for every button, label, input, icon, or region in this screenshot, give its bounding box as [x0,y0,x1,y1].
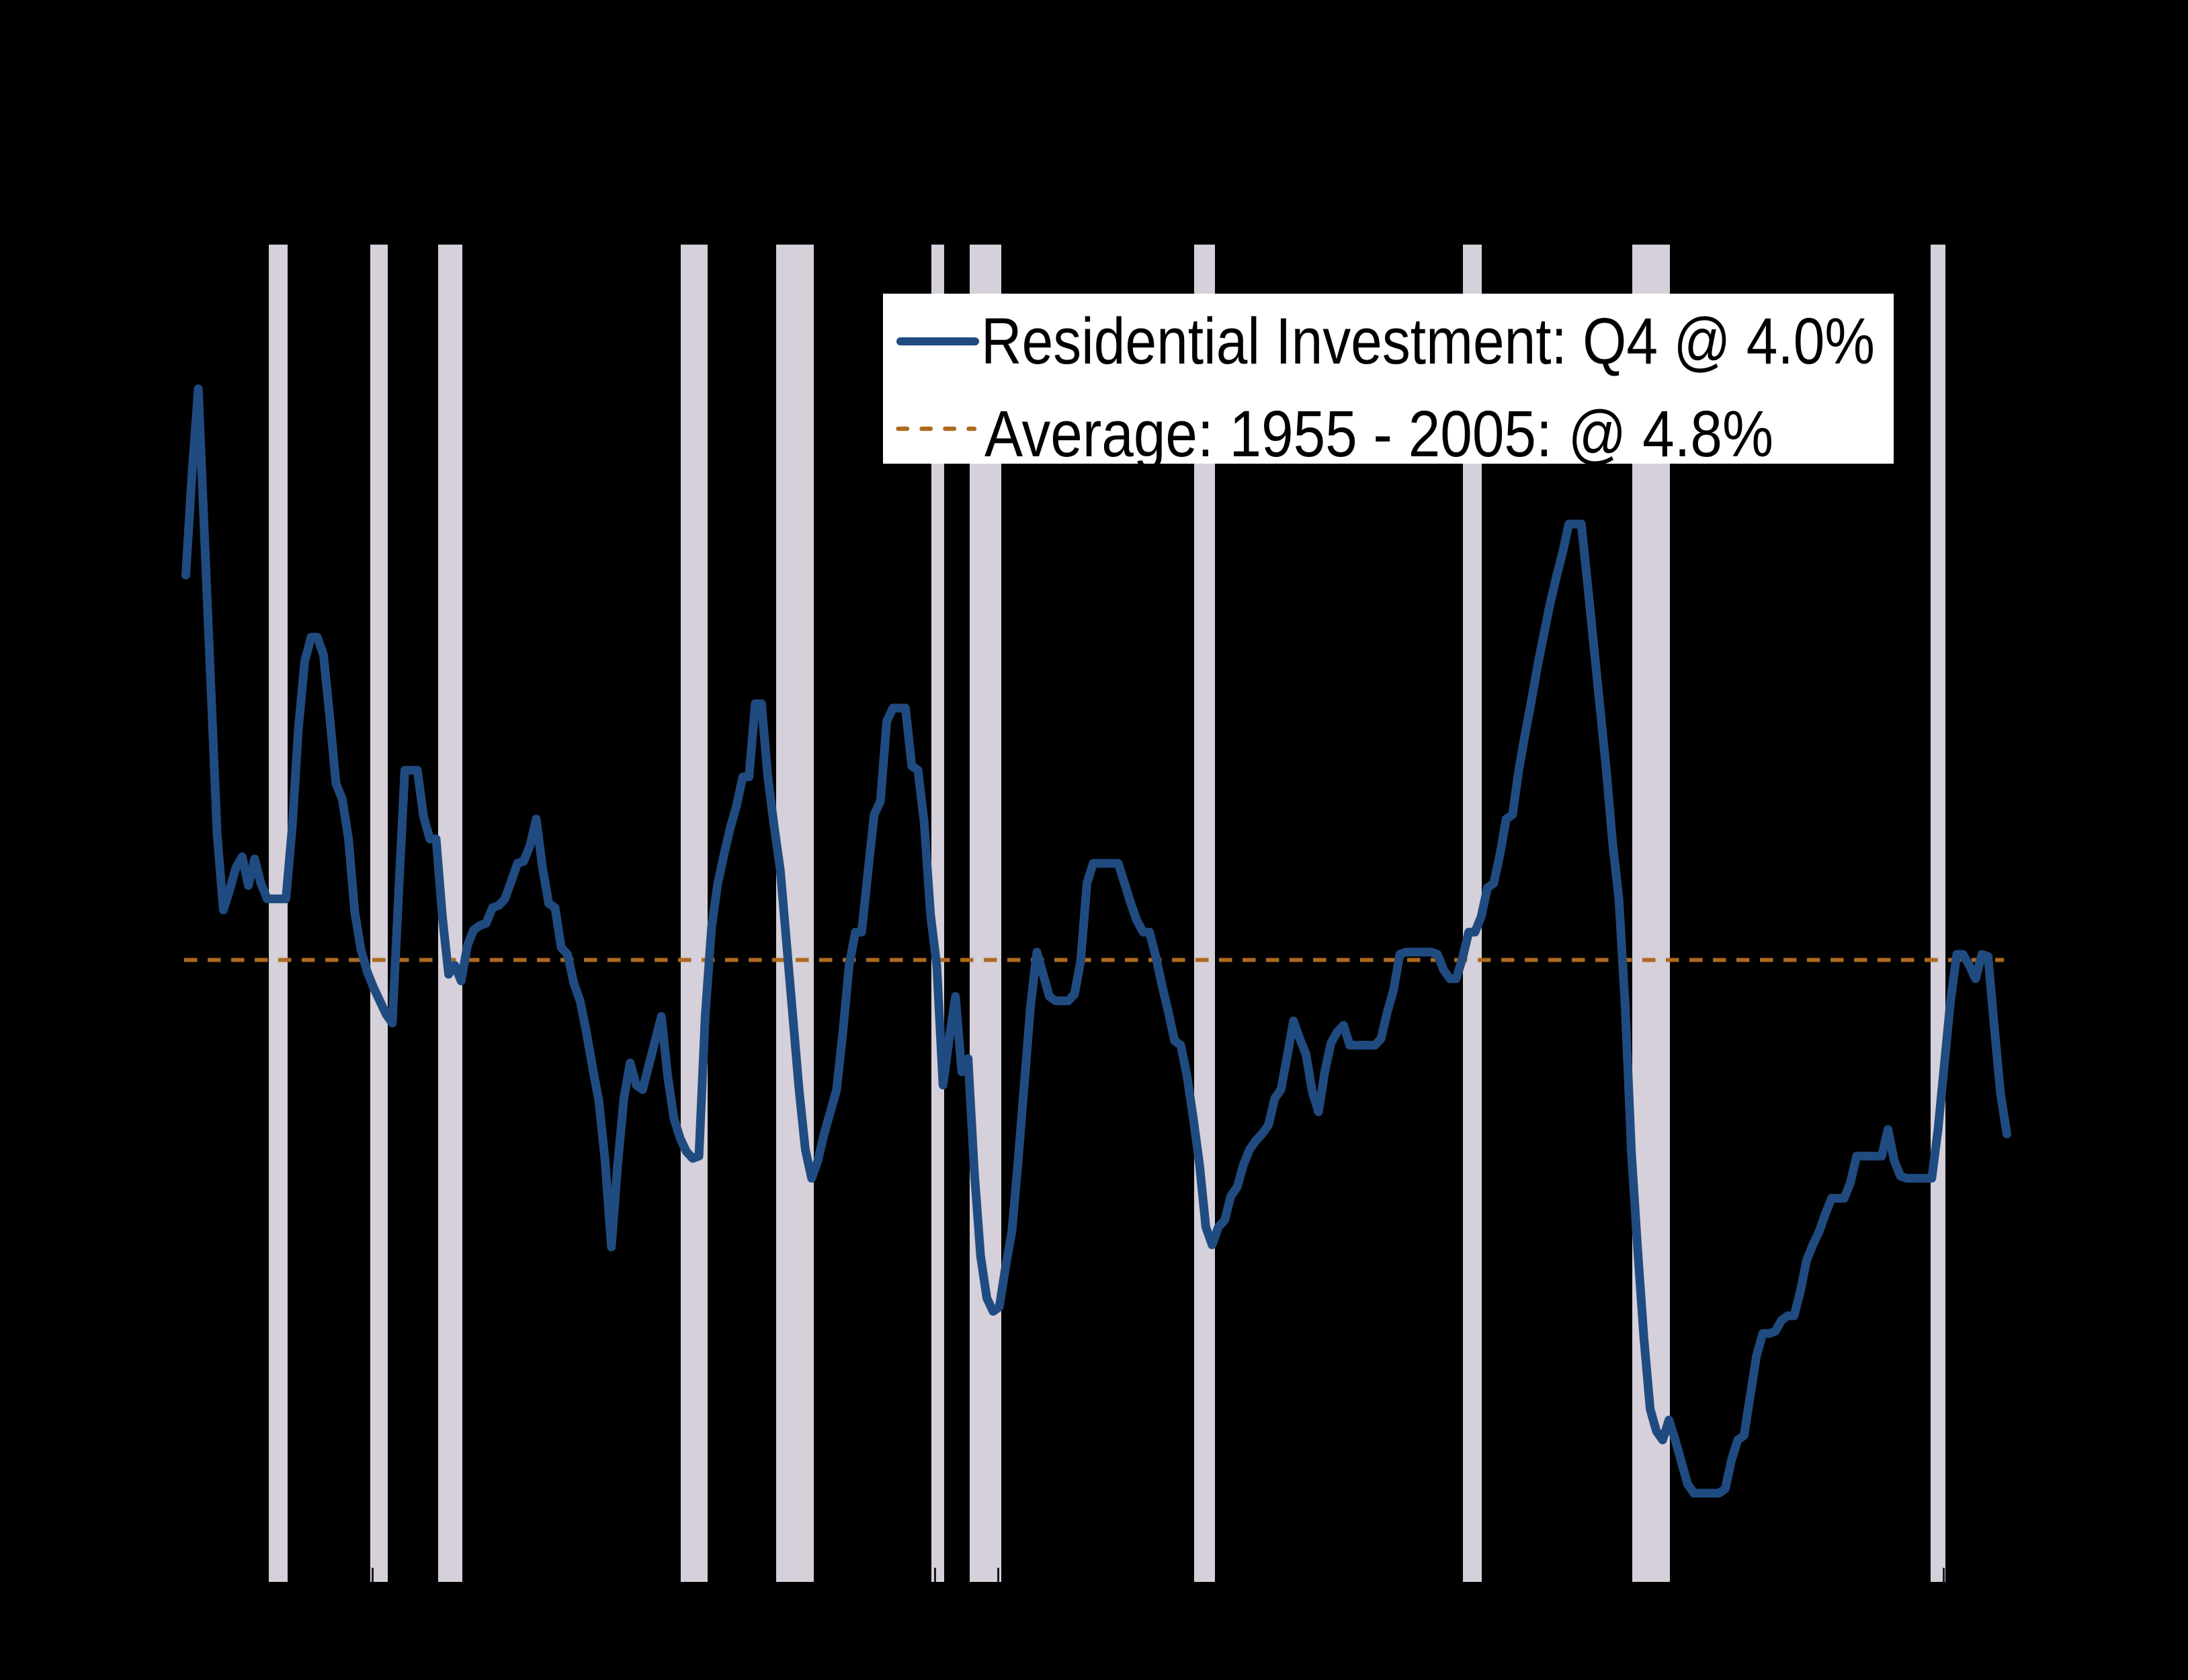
svg-text:Residential Investment: Q4 @ 4: Residential Investment: Q4 @ 4.0% [981,304,1875,378]
svg-text:Average: 1955 - 2005: @ 4.8%: Average: 1955 - 2005: @ 4.8% [984,397,1773,470]
